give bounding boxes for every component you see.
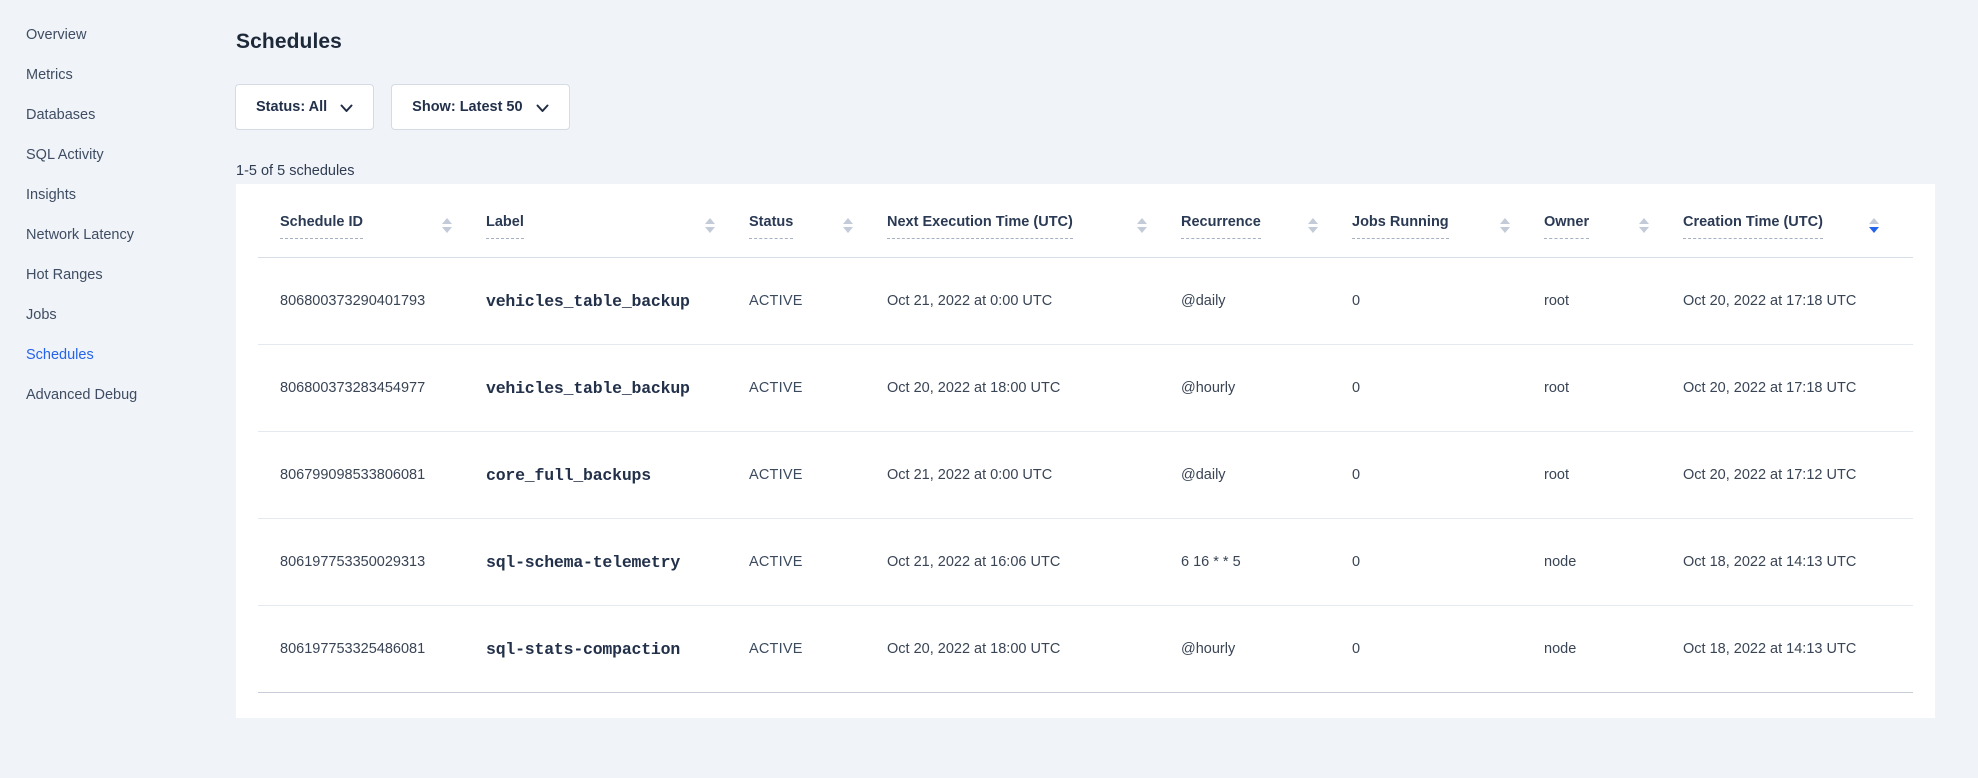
cell-owner: node	[1544, 641, 1577, 657]
cell-owner: root	[1544, 293, 1569, 309]
show-filter-dropdown[interactable]: Show: Latest 50	[391, 84, 570, 130]
cell-status: ACTIVE	[749, 554, 803, 570]
cell-label: core_full_backups	[486, 465, 651, 485]
sidebar-item-metrics[interactable]: Metrics	[26, 67, 73, 83]
cell-label: sql-stats-compaction	[486, 639, 681, 659]
table-row: 806800373290401793 vehicles_table_backup A…	[258, 258, 1913, 345]
sort-icon	[705, 218, 715, 233]
sidebar-item-schedules[interactable]: Schedules	[26, 347, 94, 363]
column-label: Owner	[1544, 215, 1590, 239]
column-header-owner[interactable]: Owner	[1544, 184, 1683, 257]
table-body: 806800373290401793 vehicles_table_backup A…	[258, 258, 1913, 693]
cell-recurrence: 6 16 * * 5	[1181, 554, 1241, 570]
column-header-label[interactable]: Label	[486, 184, 749, 257]
column-header-creation-time-utc[interactable]: Creation Time (UTC)	[1683, 184, 1913, 257]
sort-icon	[1869, 218, 1879, 233]
show-filter-label: Show: Latest 50	[412, 99, 523, 115]
table-row: 806197753350029313 sql-schema-telemetry AC…	[258, 519, 1913, 606]
cell-status: ACTIVE	[749, 293, 803, 309]
cell-creation-time: Oct 18, 2022 at 14:13 UTC	[1683, 641, 1857, 657]
cell-status: ACTIVE	[749, 641, 803, 657]
cell-recurrence: @hourly	[1181, 380, 1236, 396]
table-header-row: Schedule ID Label Status Next Execution Tim…	[258, 184, 1913, 258]
cell-schedule-id: 806197753325486081	[280, 641, 426, 657]
cell-status: ACTIVE	[749, 467, 803, 483]
column-header-next-execution-time-utc[interactable]: Next Execution Time (UTC)	[887, 184, 1181, 257]
cell-owner: node	[1544, 554, 1577, 570]
cell-recurrence: @hourly	[1181, 641, 1236, 657]
column-header-status[interactable]: Status	[749, 184, 887, 257]
table-row: 806800373283454977 vehicles_table_backup A…	[258, 345, 1913, 432]
cell-creation-time: Oct 18, 2022 at 14:13 UTC	[1683, 554, 1857, 570]
column-label: Next Execution Time (UTC)	[887, 215, 1073, 239]
column-header-schedule-id[interactable]: Schedule ID	[280, 184, 486, 257]
cell-schedule-id: 806799098533806081	[280, 467, 426, 483]
cell-status: ACTIVE	[749, 380, 803, 396]
cell-label: vehicles_table_backup	[486, 378, 690, 398]
cell-schedule-id: 806197753350029313	[280, 554, 426, 570]
chevron-down-icon	[536, 104, 549, 112]
column-header-jobs-running[interactable]: Jobs Running	[1352, 184, 1544, 257]
cell-recurrence: @daily	[1181, 293, 1226, 309]
sidebar-item-hot-ranges[interactable]: Hot Ranges	[26, 267, 103, 283]
page-title: Schedules	[236, 30, 342, 53]
cell-schedule-id: 806800373290401793	[280, 293, 426, 309]
column-label: Schedule ID	[280, 215, 363, 239]
table-row: 806197753325486081 sql-stats-compaction AC…	[258, 606, 1913, 693]
sort-icon	[1308, 218, 1318, 233]
sidebar-nav: Overview Metrics Databases SQL Activity Insi…	[26, 28, 137, 403]
sidebar-item-overview[interactable]: Overview	[26, 27, 87, 43]
status-filter-label: Status: All	[256, 99, 328, 115]
column-header-recurrence[interactable]: Recurrence	[1181, 184, 1352, 257]
sidebar-item-jobs[interactable]: Jobs	[26, 307, 57, 323]
status-filter-dropdown[interactable]: Status: All	[235, 84, 375, 130]
sidebar-item-network-latency[interactable]: Network Latency	[26, 227, 134, 243]
cell-next-execution: Oct 20, 2022 at 18:00 UTC	[887, 380, 1061, 396]
column-label: Jobs Running	[1352, 215, 1449, 239]
cell-creation-time: Oct 20, 2022 at 17:18 UTC	[1683, 293, 1857, 309]
cell-next-execution: Oct 21, 2022 at 0:00 UTC	[887, 467, 1053, 483]
sidebar-item-insights[interactable]: Insights	[26, 187, 76, 203]
column-label: Label	[486, 215, 524, 239]
cell-schedule-id: 806800373283454977	[280, 380, 426, 396]
cell-next-execution: Oct 20, 2022 at 18:00 UTC	[887, 641, 1061, 657]
sort-icon	[843, 218, 853, 233]
filter-bar: Status: All Show: Latest 50	[235, 84, 570, 130]
column-label: Recurrence	[1181, 215, 1261, 239]
cell-jobs-running: 0	[1352, 380, 1361, 396]
cell-owner: root	[1544, 467, 1569, 483]
cell-label: vehicles_table_backup	[486, 291, 690, 311]
cell-recurrence: @daily	[1181, 467, 1226, 483]
sort-icon	[1639, 218, 1649, 233]
cell-jobs-running: 0	[1352, 467, 1361, 483]
table-row: 806799098533806081 core_full_backups ACTIV…	[258, 432, 1913, 519]
cell-jobs-running: 0	[1352, 293, 1361, 309]
column-label: Status	[749, 215, 794, 239]
sort-icon	[1500, 218, 1510, 233]
sidebar-item-advanced-debug[interactable]: Advanced Debug	[26, 387, 138, 403]
cell-next-execution: Oct 21, 2022 at 16:06 UTC	[887, 554, 1061, 570]
cell-label: sql-schema-telemetry	[486, 552, 681, 572]
sort-icon	[442, 218, 452, 233]
sort-icon	[1137, 218, 1147, 233]
cell-creation-time: Oct 20, 2022 at 17:12 UTC	[1683, 467, 1857, 483]
cell-jobs-running: 0	[1352, 554, 1361, 570]
cell-jobs-running: 0	[1352, 641, 1361, 657]
cell-creation-time: Oct 20, 2022 at 17:18 UTC	[1683, 380, 1857, 396]
results-count: 1-5 of 5 schedules	[236, 163, 355, 179]
column-label: Creation Time (UTC)	[1683, 215, 1823, 239]
chevron-down-icon	[340, 104, 353, 112]
cell-owner: root	[1544, 380, 1569, 396]
schedules-table: Schedule ID Label Status Next Execution Tim…	[236, 184, 1935, 718]
sidebar-item-databases[interactable]: Databases	[26, 107, 96, 123]
cell-next-execution: Oct 21, 2022 at 0:00 UTC	[887, 293, 1053, 309]
sidebar-item-sql-activity[interactable]: SQL Activity	[26, 147, 104, 163]
